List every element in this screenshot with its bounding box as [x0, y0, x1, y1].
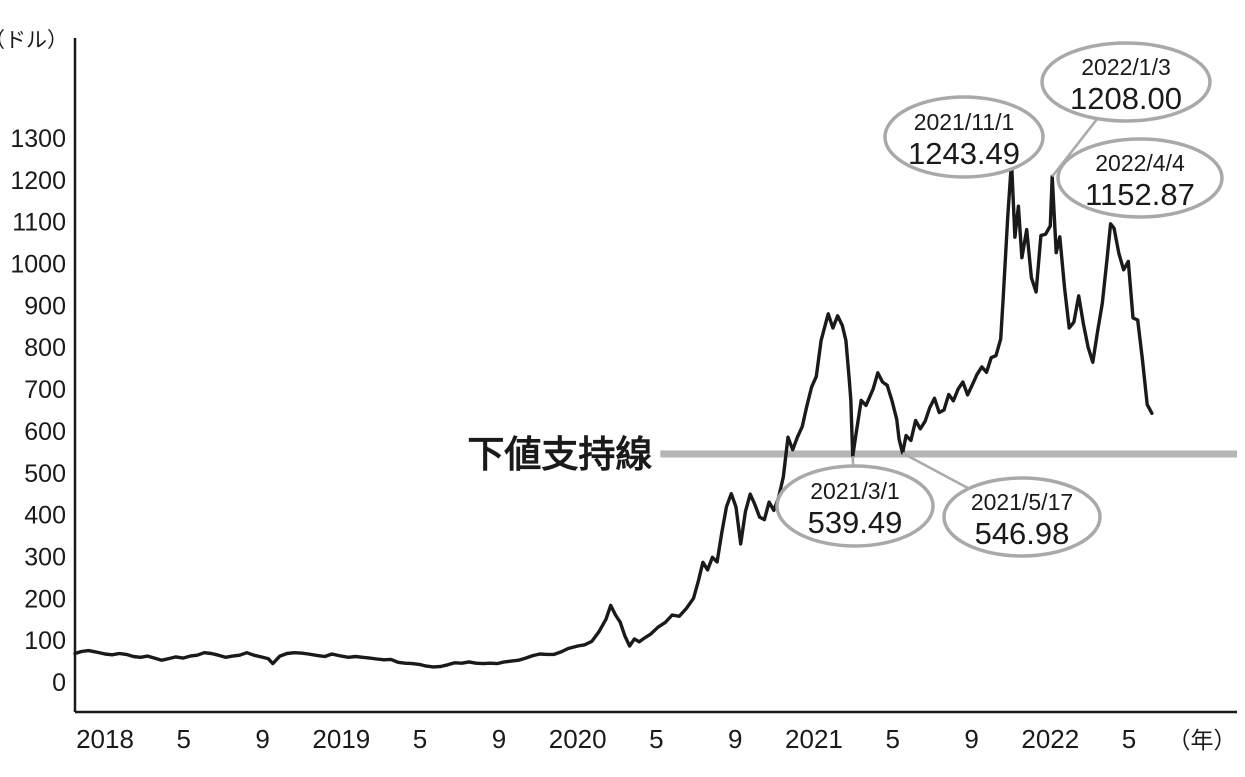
y-tick-label: 400	[24, 502, 66, 530]
annotation-value: 1152.87	[1085, 177, 1195, 212]
annotation-date: 2021/11/1	[914, 109, 1015, 135]
y-tick-label: 100	[24, 627, 66, 655]
x-tick-label: 2022	[1021, 724, 1079, 754]
y-tick-label: 600	[24, 418, 66, 446]
annotation-bubble	[883, 95, 1045, 179]
x-tick-label: 9	[492, 724, 506, 754]
x-tick-label: 2020	[549, 724, 607, 754]
y-axis-unit-label: （ドル）	[0, 29, 68, 52]
annotation-value: 539.49	[808, 505, 903, 540]
x-tick-label: 9	[728, 724, 742, 754]
annotation-value: 1243.49	[908, 136, 1020, 171]
annotation-bubble	[942, 476, 1102, 558]
x-tick-label: 2021	[785, 724, 843, 754]
y-tick-label: 1300	[10, 125, 66, 153]
annotation-date: 2022/1/3	[1081, 54, 1171, 80]
annotation-date: 2021/3/1	[810, 478, 900, 504]
x-tick-label: 5	[176, 724, 190, 754]
x-tick-label: 9	[255, 724, 269, 754]
x-tick-label: 5	[885, 724, 899, 754]
x-tick-label: 2018	[76, 724, 134, 754]
x-tick-label: 5	[413, 724, 427, 754]
y-tick-label: 300	[24, 543, 66, 571]
x-axis-unit-label: （年）	[1168, 727, 1237, 753]
y-tick-label: 1100	[12, 209, 66, 237]
x-tick-label: 2019	[312, 724, 370, 754]
annotation-bubble	[775, 464, 935, 548]
annotation-date: 2022/4/4	[1095, 150, 1185, 176]
y-tick-label: 800	[24, 334, 66, 362]
price-line	[73, 159, 1154, 669]
y-tick-label: 700	[24, 376, 66, 404]
support-line-label: 下値支持線	[467, 434, 652, 475]
y-tick-label: 900	[24, 292, 66, 320]
x-tick-label: 5	[1122, 724, 1136, 754]
annotation-value: 546.98	[975, 516, 1070, 551]
x-tick-label: 9	[964, 724, 978, 754]
annotation-date: 2021/5/17	[971, 489, 1073, 515]
annotation-bubble	[1056, 137, 1224, 219]
y-tick-label: 200	[24, 585, 66, 613]
y-tick-label: 1000	[10, 251, 66, 279]
y-tick-label: 500	[24, 460, 66, 488]
annotation-value: 1208.00	[1070, 81, 1182, 116]
annotation-bubble	[1040, 41, 1212, 123]
x-tick-label: 5	[649, 724, 663, 754]
y-tick-label: 0	[52, 669, 66, 697]
y-tick-label: 1200	[10, 167, 66, 195]
